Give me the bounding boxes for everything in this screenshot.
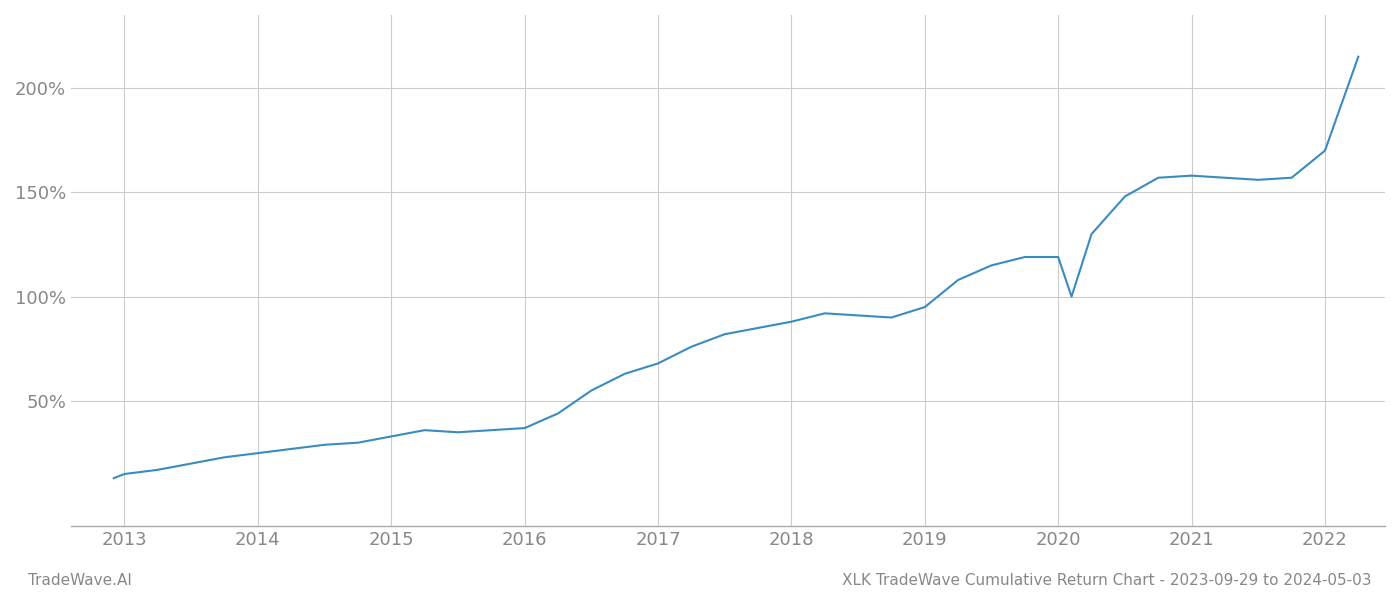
- Text: TradeWave.AI: TradeWave.AI: [28, 573, 132, 588]
- Text: XLK TradeWave Cumulative Return Chart - 2023-09-29 to 2024-05-03: XLK TradeWave Cumulative Return Chart - …: [843, 573, 1372, 588]
